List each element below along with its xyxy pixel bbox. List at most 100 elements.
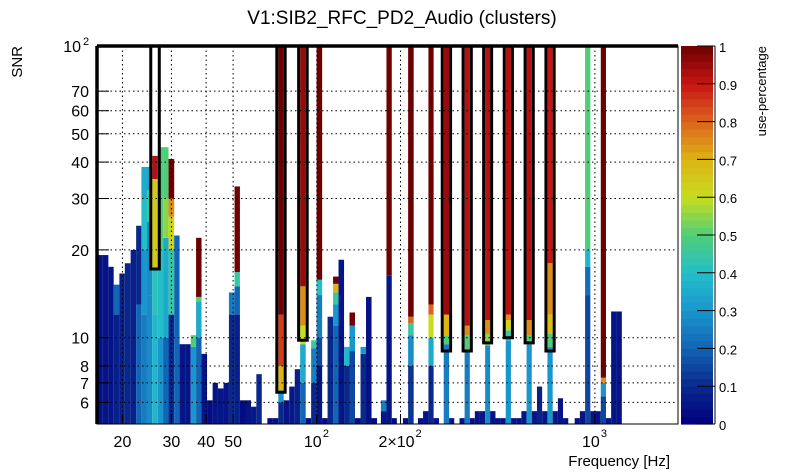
heatmap-cell bbox=[505, 340, 511, 424]
heatmap-cell bbox=[355, 418, 361, 424]
cluster-outline bbox=[461, 46, 473, 353]
heatmap-cell bbox=[459, 418, 465, 424]
heatmap-cell bbox=[163, 337, 169, 424]
heatmap-cell bbox=[574, 418, 580, 424]
heatmap-cell bbox=[228, 314, 235, 424]
heatmap-cell bbox=[386, 275, 392, 424]
cluster-outline bbox=[149, 46, 161, 271]
chart-title: V1:SIB2_RFC_PD2_Audio (clusters) bbox=[247, 8, 556, 29]
heatmap-cell bbox=[547, 46, 553, 264]
heatmap-cell bbox=[585, 295, 591, 424]
y-tick-label: 6 bbox=[80, 395, 89, 412]
heatmap-cell bbox=[228, 292, 235, 315]
heatmap-cell bbox=[380, 400, 387, 412]
heatmap-cell bbox=[97, 255, 103, 424]
colorbar-segment bbox=[681, 129, 713, 138]
y-tick-label: 20 bbox=[71, 243, 89, 260]
heatmap-cell bbox=[531, 411, 537, 424]
heatmap-cell bbox=[196, 301, 202, 338]
colorbar-segment bbox=[681, 333, 713, 342]
heatmap-cell bbox=[344, 365, 350, 424]
colorbar-segment bbox=[681, 212, 713, 221]
heatmap-cell bbox=[402, 418, 409, 424]
colorbar-segment bbox=[681, 287, 713, 297]
colorbar-segment bbox=[681, 114, 713, 123]
heatmap-cell bbox=[272, 418, 279, 424]
colorbar: 0 0.1 0.2 0.3 0.4 0.5 0.6 0.7 0.8 0.9 1 bbox=[681, 40, 737, 433]
y-tick-label: 30 bbox=[71, 192, 89, 209]
heatmap-cell bbox=[190, 346, 197, 424]
heatmap-cell bbox=[585, 46, 591, 250]
heatmap-cell bbox=[516, 418, 522, 424]
colorbar-segment bbox=[681, 257, 713, 266]
heatmap-cell bbox=[408, 46, 414, 317]
colorbar-segment bbox=[681, 416, 713, 425]
colorbar-segment bbox=[681, 121, 713, 130]
colorbar-segment bbox=[681, 235, 713, 244]
heatmap-cell bbox=[316, 365, 323, 424]
heatmap-cell bbox=[251, 406, 257, 424]
colorbar-tick-label: 1 bbox=[719, 40, 726, 55]
heatmap-cell bbox=[278, 390, 284, 403]
colorbar-segment bbox=[681, 340, 713, 349]
colorbar-segment bbox=[681, 159, 713, 168]
y-axis-label: SNR bbox=[9, 46, 26, 78]
colorbar-segment bbox=[681, 371, 713, 380]
heatmap-cell bbox=[344, 346, 350, 366]
heatmap-cell bbox=[168, 198, 175, 217]
heatmap-cell bbox=[428, 46, 434, 305]
colorbar-segment bbox=[681, 363, 713, 372]
heatmap-cell bbox=[600, 382, 606, 397]
heatmap-cell bbox=[521, 411, 527, 424]
heatmap-cell bbox=[333, 325, 339, 424]
cluster-outline bbox=[482, 46, 494, 345]
heatmap-cell bbox=[234, 314, 240, 424]
colorbar-segment bbox=[681, 166, 713, 176]
colorbar-segment bbox=[681, 204, 713, 213]
heatmap-cell bbox=[464, 351, 470, 424]
heatmap-cell bbox=[505, 319, 511, 331]
heatmap-cell bbox=[505, 330, 511, 341]
heatmap-cell bbox=[311, 340, 317, 349]
colorbar-segment bbox=[681, 303, 713, 312]
heatmap-cell bbox=[386, 46, 392, 276]
colorbar-segment bbox=[681, 98, 713, 108]
heatmap-cell bbox=[283, 400, 290, 424]
heatmap-cell bbox=[443, 46, 450, 315]
heatmap-cell bbox=[234, 286, 240, 315]
colorbar-segment bbox=[681, 53, 713, 62]
colorbar-segment bbox=[681, 295, 713, 304]
heatmap-cell bbox=[163, 147, 169, 199]
colorbar-segment bbox=[681, 219, 713, 229]
colorbar-tick-label: 0.2 bbox=[719, 342, 737, 357]
heatmap-cell bbox=[505, 46, 511, 315]
heatmap-cell bbox=[333, 283, 339, 293]
heatmap-cell bbox=[157, 249, 164, 338]
heatmap-cell bbox=[547, 333, 553, 347]
heatmap-cell bbox=[526, 335, 532, 345]
colorbar-segment bbox=[681, 106, 713, 115]
heatmap-cell bbox=[595, 411, 601, 424]
heatmap-cell bbox=[616, 311, 622, 424]
heatmap-cell bbox=[157, 337, 164, 424]
colorbar-tick-label: 0.1 bbox=[719, 380, 737, 395]
heatmap-cell bbox=[300, 382, 306, 424]
heatmap-cell bbox=[223, 382, 229, 424]
heatmap-cell bbox=[333, 292, 339, 305]
heatmap-cell bbox=[360, 353, 367, 424]
heatmap-cell bbox=[141, 314, 147, 424]
heatmap-cell bbox=[547, 314, 553, 334]
colorbar-segment bbox=[681, 68, 713, 77]
heatmap-cell bbox=[485, 345, 491, 424]
heatmap-cell bbox=[245, 400, 252, 424]
colorbar-segment bbox=[681, 318, 713, 327]
colorbar-segment bbox=[681, 227, 713, 236]
colorbar-tick-label: 0 bbox=[719, 418, 726, 433]
y-tick-label: 60 bbox=[71, 104, 89, 121]
heatmap-cell bbox=[234, 186, 240, 272]
colorbar-tick-label: 0.8 bbox=[719, 116, 737, 131]
colorbar-segment bbox=[681, 272, 713, 281]
heatmap-cell bbox=[196, 237, 202, 297]
heatmap-cell bbox=[605, 418, 612, 424]
heatmap-cell bbox=[141, 249, 147, 315]
